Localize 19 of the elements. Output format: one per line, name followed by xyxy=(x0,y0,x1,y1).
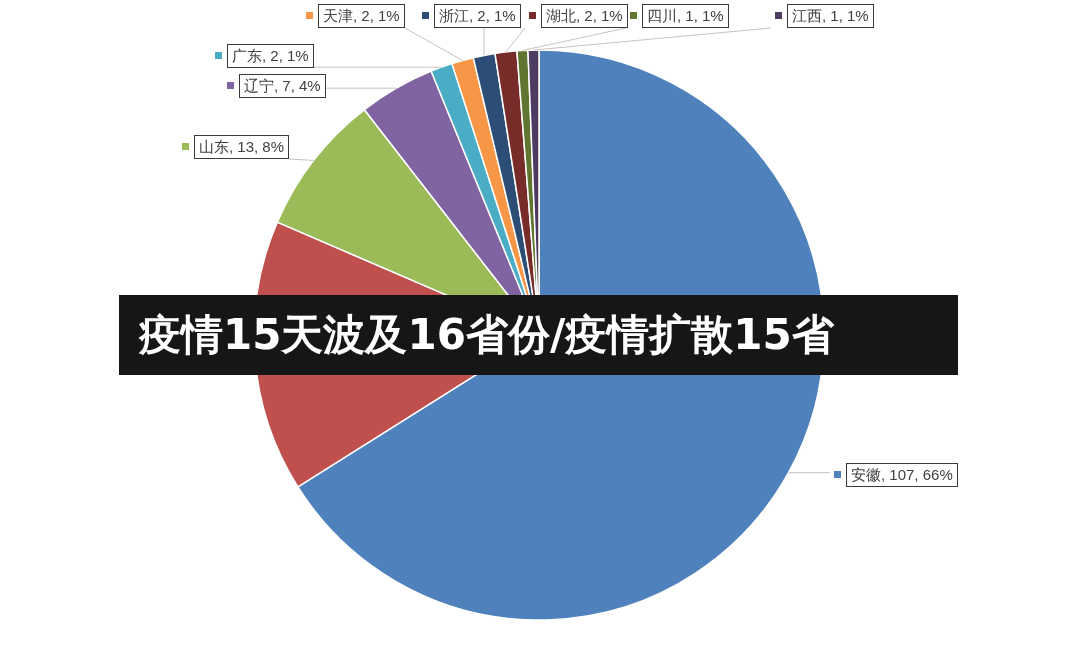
data-label: , 7, 4% xyxy=(274,77,321,94)
data-label: , 2, 1% xyxy=(469,7,516,24)
legend-label: 辽宁 xyxy=(244,77,274,94)
text: 疫情15天波及16省份/疫情扩散15省 xyxy=(139,310,834,359)
data-label: , 2, 1% xyxy=(353,7,400,24)
data-label: , 2, 1% xyxy=(262,47,309,64)
data-label: , 2, 1% xyxy=(576,7,623,24)
data-label: , 13, 8% xyxy=(229,138,285,155)
legend-label: 安徽 xyxy=(851,466,881,483)
legend-label: 浙江 xyxy=(439,7,469,24)
legend-label: 天津 xyxy=(323,7,353,24)
legend-label: 广东 xyxy=(232,47,262,64)
data-label: , 1, 1% xyxy=(677,7,724,24)
data-label: , 1, 1% xyxy=(822,7,869,24)
legend-label: 湖北 xyxy=(546,7,576,24)
legend-label: 四川 xyxy=(647,7,677,24)
legend-label: 江西 xyxy=(792,7,822,24)
legend-label: 山东 xyxy=(199,138,229,155)
data-label: , 107, 66% xyxy=(881,466,953,483)
